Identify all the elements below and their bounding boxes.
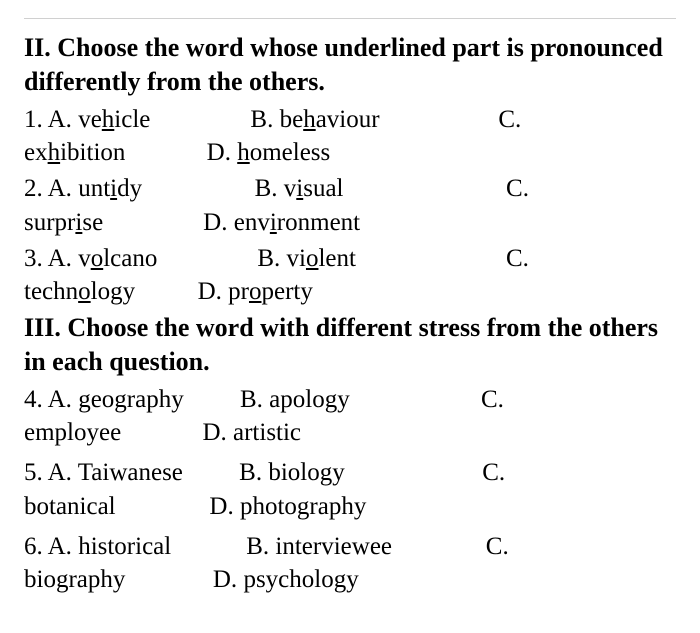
q2-C-label: C. <box>506 175 529 202</box>
q1-C-word[interactable]: exhibition <box>24 139 125 166</box>
q6-C-word[interactable]: biography <box>24 566 125 593</box>
q6-num: 6. <box>24 533 43 560</box>
q4-A-label: A. <box>48 386 72 413</box>
q5-C-word[interactable]: botanical <box>24 493 116 520</box>
question-4: 4. A. geography B. apology C. employee D… <box>24 383 676 451</box>
q3-B-word[interactable]: violent <box>287 245 356 272</box>
worksheet-container: II. Choose the word whose underlined par… <box>24 18 676 597</box>
q2-num: 2. <box>24 175 43 202</box>
q2-B-label: B. <box>255 175 278 202</box>
q5-C-label: C. <box>482 459 505 486</box>
q6-A-label: A. <box>48 533 72 560</box>
question-1: 1. A. vehicle B. behaviour C. exhibition… <box>24 103 676 171</box>
q5-A-label: A. <box>48 459 72 486</box>
q4-C-word[interactable]: employee <box>24 419 121 446</box>
q4-B-label: B. <box>240 386 263 413</box>
q3-D-label: D. <box>198 278 222 305</box>
q1-A-label: A. <box>48 106 72 133</box>
q5-D-word[interactable]: photography <box>240 493 366 520</box>
q4-B-word[interactable]: apology <box>269 386 350 413</box>
q1-C-label: C. <box>498 106 521 133</box>
question-3: 3. A. volcano B. violent C. technology D… <box>24 242 676 310</box>
q1-D-label: D. <box>207 139 231 166</box>
q4-num: 4. <box>24 386 43 413</box>
q1-B-word[interactable]: behaviour <box>280 106 380 133</box>
q1-B-label: B. <box>250 106 273 133</box>
q4-A-word[interactable]: geography <box>78 386 184 413</box>
section-3-heading: III. Choose the word with different stre… <box>24 311 676 379</box>
q6-B-word[interactable]: interviewee <box>275 533 392 560</box>
q1-num: 1. <box>24 106 43 133</box>
q2-C-word[interactable]: surprise <box>24 209 103 236</box>
question-6: 6. A. historical B. interviewee C. biogr… <box>24 530 676 598</box>
q2-A-label: A. <box>48 175 72 202</box>
q2-A-word[interactable]: untidy <box>78 175 142 202</box>
q1-D-word[interactable]: homeless <box>237 139 330 166</box>
q5-A-word[interactable]: Taiwanese <box>78 459 183 486</box>
q3-A-word[interactable]: volcano <box>78 245 157 272</box>
q6-A-word[interactable]: historical <box>78 533 171 560</box>
q5-num: 5. <box>24 459 43 486</box>
q3-A-label: A. <box>48 245 72 272</box>
q3-B-label: B. <box>257 245 280 272</box>
q3-D-word[interactable]: property <box>228 278 313 305</box>
q2-D-label: D. <box>203 209 227 236</box>
q6-D-word[interactable]: psychology <box>243 566 358 593</box>
q5-D-label: D. <box>209 493 233 520</box>
q6-D-label: D. <box>213 566 237 593</box>
section-2-heading: II. Choose the word whose underlined par… <box>24 31 676 99</box>
q6-C-label: C. <box>486 533 509 560</box>
q4-C-label: C. <box>481 386 504 413</box>
q4-D-word[interactable]: artistic <box>233 419 301 446</box>
q5-B-word[interactable]: biology <box>268 459 344 486</box>
q4-D-label: D. <box>202 419 226 446</box>
question-2: 2. A. untidy B. visual C. surprise D. en… <box>24 172 676 240</box>
q3-C-word[interactable]: technology <box>24 278 135 305</box>
q2-D-word[interactable]: environment <box>234 209 360 236</box>
q1-A-word[interactable]: vehicle <box>78 106 150 133</box>
q2-B-word[interactable]: visual <box>284 175 344 202</box>
q6-B-label: B. <box>246 533 269 560</box>
q5-B-label: B. <box>239 459 262 486</box>
q3-C-label: C. <box>506 245 529 272</box>
question-5: 5. A. Taiwanese B. biology C. botanical … <box>24 456 676 524</box>
q3-num: 3. <box>24 245 43 272</box>
